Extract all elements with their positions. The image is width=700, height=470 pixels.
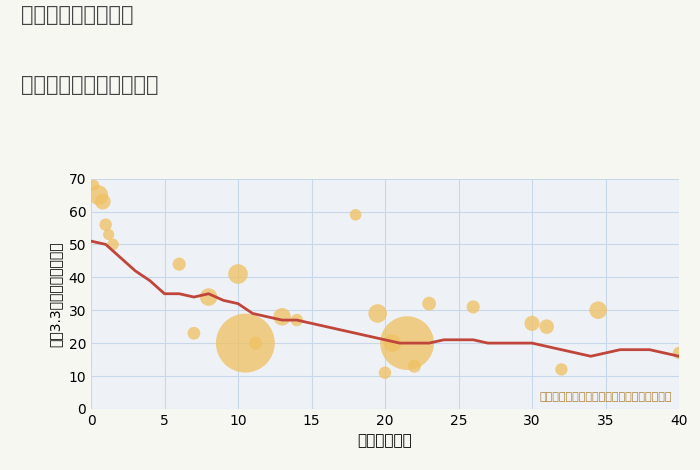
Point	[673, 349, 685, 357]
Point	[372, 310, 384, 317]
Point	[409, 362, 420, 370]
Text: 岐阜県関市尾太町の: 岐阜県関市尾太町の	[21, 5, 134, 25]
Point	[379, 369, 391, 376]
Point	[402, 339, 413, 347]
Text: 築年数別中古戸建て価格: 築年数別中古戸建て価格	[21, 75, 158, 95]
Point	[232, 270, 244, 278]
Point	[593, 306, 604, 314]
Point	[276, 313, 288, 321]
Point	[424, 300, 435, 307]
Point	[526, 320, 538, 327]
Text: 円の大きさは、取引のあった物件面積を示す: 円の大きさは、取引のあった物件面積を示す	[539, 392, 672, 402]
Point	[291, 316, 302, 324]
Point	[188, 329, 199, 337]
Point	[103, 231, 114, 238]
Point	[108, 241, 119, 248]
Y-axis label: 坪（3.3㎡）単価（万円）: 坪（3.3㎡）単価（万円）	[49, 241, 63, 346]
Point	[541, 323, 552, 330]
Point	[97, 198, 108, 205]
X-axis label: 築年数（年）: 築年数（年）	[358, 433, 412, 448]
Point	[92, 191, 104, 199]
Point	[203, 293, 214, 301]
Point	[88, 181, 99, 189]
Point	[556, 366, 567, 373]
Point	[174, 260, 185, 268]
Point	[239, 339, 251, 347]
Point	[386, 339, 398, 347]
Point	[468, 303, 479, 311]
Point	[250, 339, 261, 347]
Point	[100, 221, 111, 228]
Point	[350, 211, 361, 219]
